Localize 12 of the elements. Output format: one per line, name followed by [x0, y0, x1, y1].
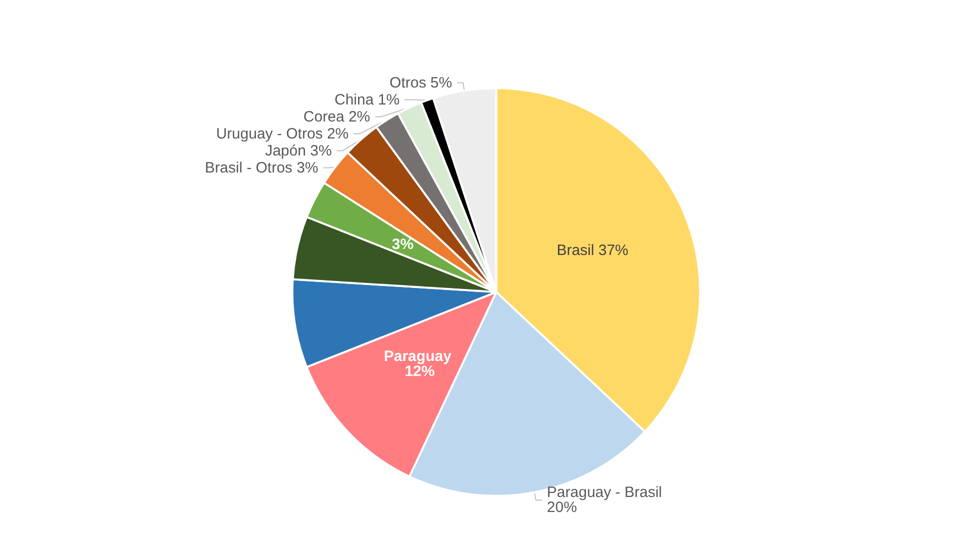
slice-label: Japón 3%	[265, 142, 332, 160]
slice-label: Brasil 37%	[556, 242, 628, 259]
slice-label: Uruguay - Otros 2%	[216, 125, 349, 142]
slice-label: China 1%	[334, 91, 400, 108]
slice-label: Brasil - Otros 3%	[204, 159, 318, 176]
data-label: 3%	[392, 236, 414, 253]
slice-label: Paraguay	[384, 348, 456, 365]
data-label: 20%	[546, 499, 577, 516]
slice-label: Otros 5%	[390, 74, 452, 92]
slice-label: Paraguay - Brasil	[546, 484, 666, 502]
slice-label: Corea 2%	[303, 108, 370, 126]
data-label: 12%	[404, 362, 435, 380]
